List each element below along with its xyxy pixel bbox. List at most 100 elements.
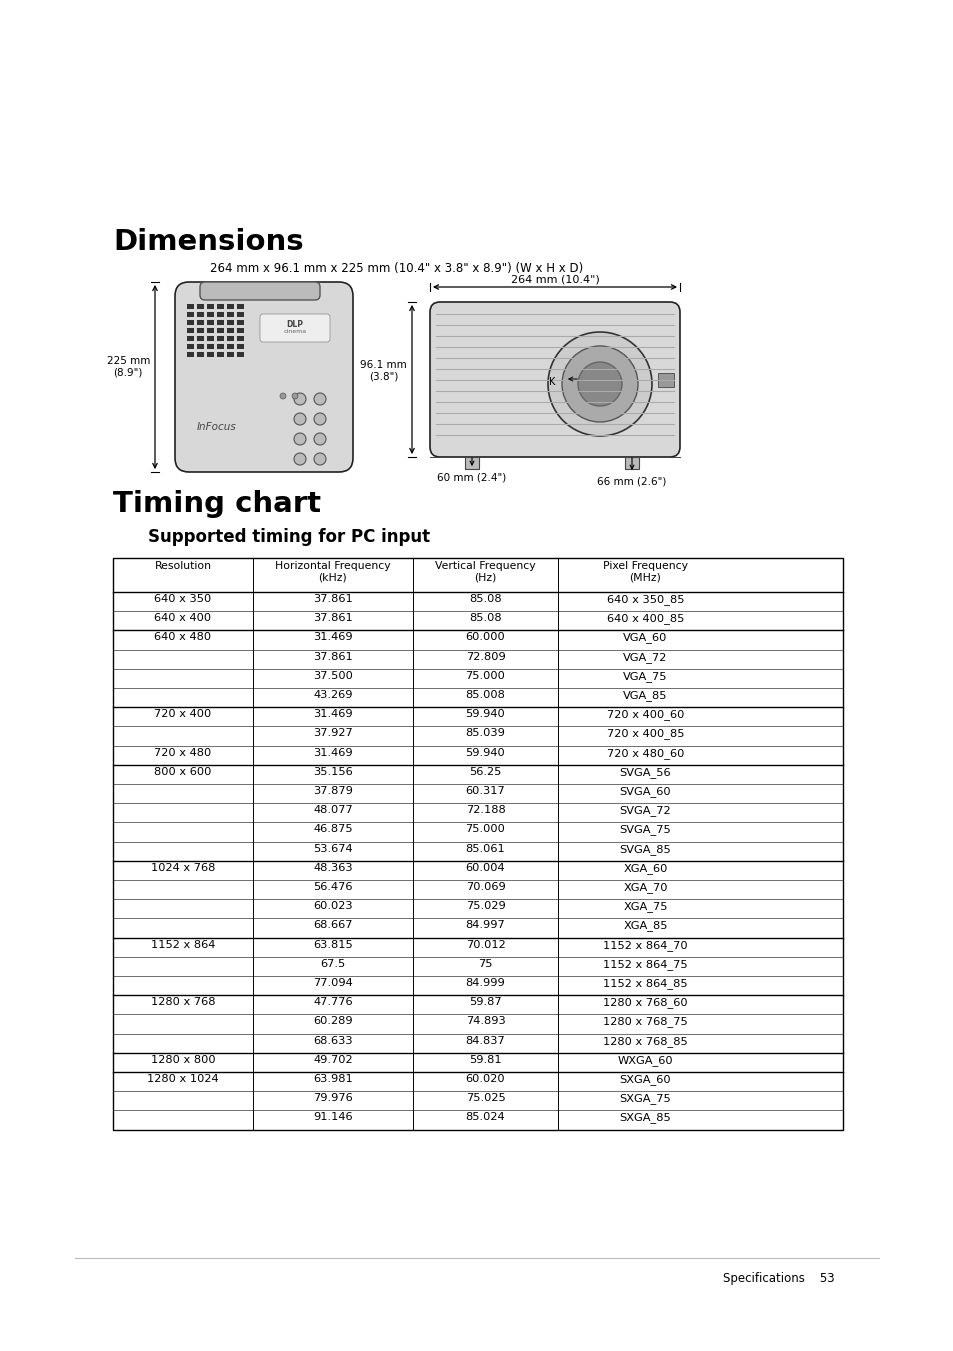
Text: 74.893: 74.893 — [465, 1016, 505, 1027]
FancyBboxPatch shape — [430, 303, 679, 457]
Bar — [227, 312, 233, 317]
Text: 1152 x 864_70: 1152 x 864_70 — [602, 939, 687, 951]
Circle shape — [561, 346, 638, 422]
Text: 60.023: 60.023 — [313, 901, 353, 911]
Text: Pixel Frequency
(MHz): Pixel Frequency (MHz) — [602, 561, 687, 582]
Text: 60.000: 60.000 — [465, 632, 505, 642]
Text: SXGA_85: SXGA_85 — [619, 1112, 671, 1123]
Text: 225 mm
(8.9"): 225 mm (8.9") — [107, 357, 150, 378]
Circle shape — [314, 393, 326, 405]
Bar — [216, 336, 224, 340]
Bar — [196, 353, 204, 357]
Text: 31.469: 31.469 — [313, 709, 353, 719]
Bar — [207, 345, 213, 349]
Text: 48.077: 48.077 — [313, 805, 353, 815]
Bar — [216, 304, 224, 309]
Text: K: K — [548, 377, 555, 386]
Bar — [207, 320, 213, 326]
Text: 1280 x 1024: 1280 x 1024 — [147, 1074, 218, 1084]
Bar — [227, 304, 233, 309]
Text: 264 mm x 96.1 mm x 225 mm (10.4" x 3.8" x 8.9") (W x H x D): 264 mm x 96.1 mm x 225 mm (10.4" x 3.8" … — [210, 262, 582, 276]
Text: 59.87: 59.87 — [469, 997, 501, 1008]
Bar — [196, 336, 204, 340]
Text: 75.029: 75.029 — [465, 901, 505, 911]
Bar — [112, 558, 842, 1129]
Bar — [207, 312, 213, 317]
Text: 800 x 600: 800 x 600 — [154, 767, 212, 777]
Text: 85.08: 85.08 — [469, 594, 501, 604]
Text: 68.633: 68.633 — [313, 1036, 353, 1046]
Text: VGA_75: VGA_75 — [622, 671, 667, 682]
Bar — [187, 328, 193, 332]
Bar — [187, 353, 193, 357]
Text: SXGA_75: SXGA_75 — [619, 1093, 671, 1104]
Text: Supported timing for PC input: Supported timing for PC input — [148, 528, 430, 546]
Text: 46.875: 46.875 — [313, 824, 353, 835]
Text: 72.809: 72.809 — [465, 651, 505, 662]
Bar — [207, 304, 213, 309]
Text: Timing chart: Timing chart — [112, 490, 320, 517]
Bar — [216, 320, 224, 326]
Bar — [236, 320, 244, 326]
Bar — [227, 320, 233, 326]
Text: 720 x 400_85: 720 x 400_85 — [606, 728, 683, 739]
Bar — [187, 312, 193, 317]
Text: SXGA_60: SXGA_60 — [619, 1074, 671, 1085]
Circle shape — [292, 393, 297, 399]
Bar — [216, 353, 224, 357]
Bar — [658, 373, 673, 386]
Text: SVGA_56: SVGA_56 — [619, 767, 671, 778]
Text: 1280 x 768: 1280 x 768 — [151, 997, 215, 1008]
Text: 720 x 480: 720 x 480 — [154, 747, 212, 758]
Text: 85.008: 85.008 — [465, 690, 505, 700]
Text: 91.146: 91.146 — [313, 1112, 353, 1123]
Text: 77.094: 77.094 — [313, 978, 353, 988]
Text: 75.000: 75.000 — [465, 671, 505, 681]
Circle shape — [294, 393, 306, 405]
Text: Horizontal Frequency
(kHz): Horizontal Frequency (kHz) — [274, 561, 391, 582]
Circle shape — [578, 362, 621, 407]
Text: XGA_60: XGA_60 — [622, 863, 667, 874]
Text: XGA_75: XGA_75 — [622, 901, 667, 912]
Bar — [216, 312, 224, 317]
Text: 85.061: 85.061 — [465, 843, 505, 854]
Text: SVGA_75: SVGA_75 — [619, 824, 671, 835]
Circle shape — [314, 434, 326, 444]
Circle shape — [294, 413, 306, 426]
Bar — [236, 312, 244, 317]
Text: 1024 x 768: 1024 x 768 — [151, 863, 215, 873]
Text: 31.469: 31.469 — [313, 632, 353, 642]
Text: 75.025: 75.025 — [465, 1093, 505, 1104]
Text: 60.020: 60.020 — [465, 1074, 505, 1084]
Text: 56.25: 56.25 — [469, 767, 501, 777]
Bar — [196, 345, 204, 349]
Text: 85.08: 85.08 — [469, 613, 501, 623]
Text: 1152 x 864_75: 1152 x 864_75 — [602, 959, 687, 970]
Bar — [207, 353, 213, 357]
FancyBboxPatch shape — [200, 282, 319, 300]
Text: 79.976: 79.976 — [313, 1093, 353, 1104]
Text: 84.837: 84.837 — [465, 1036, 505, 1046]
Bar — [187, 336, 193, 340]
Bar — [236, 328, 244, 332]
Text: Dimensions: Dimensions — [112, 228, 303, 255]
Text: 1280 x 768_60: 1280 x 768_60 — [602, 997, 687, 1008]
FancyBboxPatch shape — [260, 313, 330, 342]
Text: 85.024: 85.024 — [465, 1112, 505, 1123]
Text: Resolution: Resolution — [154, 561, 212, 571]
Text: Specifications    53: Specifications 53 — [722, 1273, 834, 1285]
Text: 37.927: 37.927 — [313, 728, 353, 739]
Bar — [216, 345, 224, 349]
Text: 84.997: 84.997 — [465, 920, 505, 931]
Text: 640 x 350: 640 x 350 — [154, 594, 212, 604]
Text: VGA_60: VGA_60 — [622, 632, 667, 643]
Text: XGA_70: XGA_70 — [622, 882, 667, 893]
Text: SVGA_85: SVGA_85 — [619, 843, 671, 854]
Bar — [207, 328, 213, 332]
Text: 60.004: 60.004 — [465, 863, 505, 873]
Circle shape — [547, 332, 651, 436]
Bar — [227, 345, 233, 349]
Text: 640 x 400_85: 640 x 400_85 — [606, 613, 683, 624]
Bar — [464, 457, 478, 469]
Text: 48.363: 48.363 — [313, 863, 353, 873]
